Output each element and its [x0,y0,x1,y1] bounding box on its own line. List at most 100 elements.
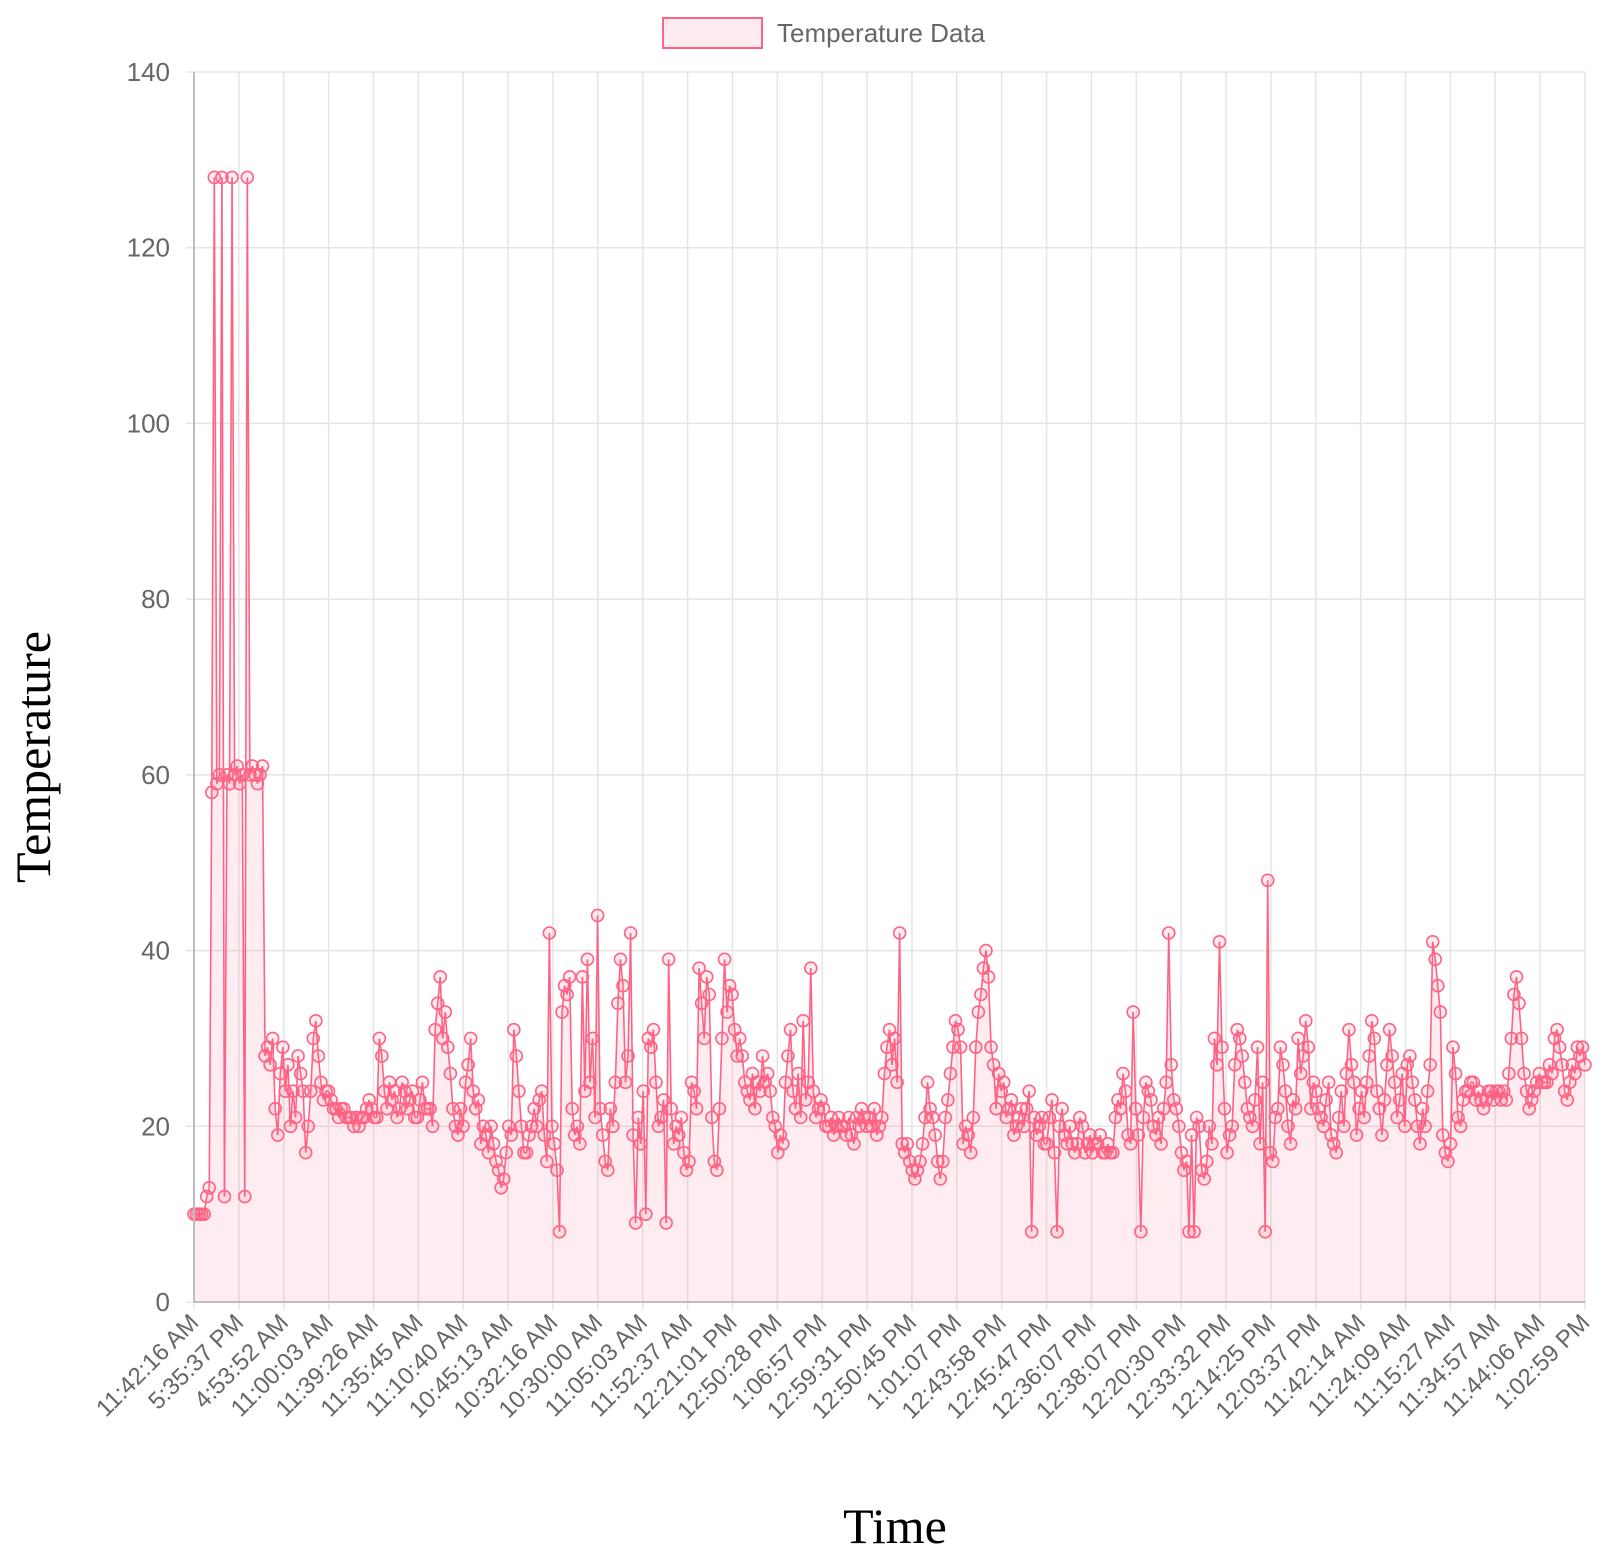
data-point[interactable] [963,1145,978,1160]
data-point[interactable] [1568,1066,1582,1081]
data-point[interactable] [1377,1093,1392,1107]
data-point[interactable] [1238,1075,1252,1090]
data-point[interactable] [1514,1031,1529,1046]
data-point[interactable] [443,1066,458,1081]
data-point[interactable] [1397,1119,1412,1134]
data-point[interactable] [1334,1084,1349,1098]
data-point[interactable] [369,1110,384,1125]
data-point[interactable] [989,1101,1003,1116]
data-point[interactable] [1205,1137,1219,1151]
data-point[interactable] [410,1110,425,1125]
data-point[interactable] [1428,952,1443,967]
data-point[interactable] [1387,1075,1402,1090]
data-point[interactable] [375,1049,389,1063]
data-point[interactable] [425,1119,440,1134]
data-point[interactable] [966,1110,981,1125]
data-point[interactable] [755,1049,770,1063]
data-point[interactable] [1075,1119,1090,1134]
data-point[interactable] [1433,1005,1448,1019]
data-point[interactable] [1288,1101,1303,1116]
data-point[interactable] [1293,1066,1308,1081]
data-point[interactable] [1382,1022,1397,1037]
data-point[interactable] [656,1093,671,1107]
data-point[interactable] [1248,1093,1262,1107]
data-point[interactable] [613,952,628,967]
data-point[interactable] [1161,926,1176,940]
data-point[interactable] [1182,1224,1196,1239]
data-point[interactable] [968,1040,983,1055]
data-point[interactable] [270,1128,285,1142]
data-point[interactable] [550,1163,564,1178]
data-point[interactable] [1232,1031,1247,1046]
data-point[interactable] [1453,1119,1468,1134]
data-point[interactable] [659,1216,673,1230]
data-point[interactable] [611,996,625,1011]
data-point[interactable] [1225,1119,1239,1134]
data-point[interactable] [1217,1101,1232,1116]
data-point[interactable] [1131,1128,1146,1142]
data-point[interactable] [654,1110,668,1125]
data-point[interactable] [1276,1057,1290,1072]
data-point[interactable] [309,1014,323,1028]
data-point[interactable] [1349,1128,1364,1142]
data-point[interactable] [372,1031,387,1046]
data-point[interactable] [1060,1137,1074,1151]
data-point[interactable] [560,987,574,1002]
data-point[interactable] [930,1154,945,1169]
data-point[interactable] [197,1207,211,1221]
data-point[interactable] [542,926,557,940]
data-point[interactable] [301,1119,316,1134]
data-point[interactable] [778,1075,793,1090]
data-point[interactable] [1118,1084,1133,1098]
data-point[interactable] [1047,1145,1062,1160]
data-point[interactable] [1512,996,1526,1011]
data-point[interactable] [783,1022,798,1037]
data-point[interactable] [1321,1075,1336,1090]
legend-swatch[interactable] [662,17,763,49]
data-point[interactable] [804,961,818,975]
data-point[interactable] [268,1101,283,1116]
data-point[interactable] [760,1066,775,1081]
data-point[interactable] [405,1084,420,1098]
data-point[interactable] [935,1154,950,1169]
data-point[interactable] [1298,1014,1313,1028]
data-point[interactable] [1283,1137,1298,1151]
data-point[interactable] [1019,1101,1034,1116]
data-point[interactable] [699,970,714,984]
data-point[interactable] [1575,1040,1590,1055]
data-point[interactable] [529,1119,544,1134]
data-point[interactable] [892,926,907,940]
data-point[interactable] [1227,1057,1242,1072]
data-point[interactable] [796,1014,811,1028]
data-point[interactable] [943,1066,958,1081]
data-point[interactable] [1552,1040,1567,1055]
data-point[interactable] [1578,1057,1592,1072]
data-point[interactable] [839,1128,854,1142]
data-point[interactable] [1133,1224,1148,1239]
data-point[interactable] [547,1137,562,1151]
data-point[interactable] [730,1049,745,1063]
data-point[interactable] [514,1119,529,1134]
data-point[interactable] [938,1110,953,1125]
data-point[interactable] [1357,1110,1371,1125]
data-point[interactable] [471,1093,486,1107]
data-point[interactable] [1212,934,1227,949]
data-point[interactable] [725,987,739,1002]
data-point[interactable] [1362,1049,1377,1063]
data-point[interactable] [545,1119,559,1134]
data-point[interactable] [1159,1075,1173,1090]
data-point[interactable] [971,1005,986,1019]
data-point[interactable] [1250,1040,1265,1055]
data-point[interactable] [913,1154,927,1169]
data-point[interactable] [776,1137,790,1151]
data-point[interactable] [628,1216,643,1230]
data-point[interactable] [590,908,605,923]
data-point[interactable] [748,1101,762,1116]
data-point[interactable] [606,1119,620,1134]
data-point[interactable] [438,1005,453,1019]
data-point[interactable] [288,1110,303,1125]
data-point[interactable] [298,1145,313,1160]
data-point[interactable] [672,1128,686,1142]
data-point[interactable] [806,1084,821,1098]
data-point[interactable] [1197,1172,1212,1186]
